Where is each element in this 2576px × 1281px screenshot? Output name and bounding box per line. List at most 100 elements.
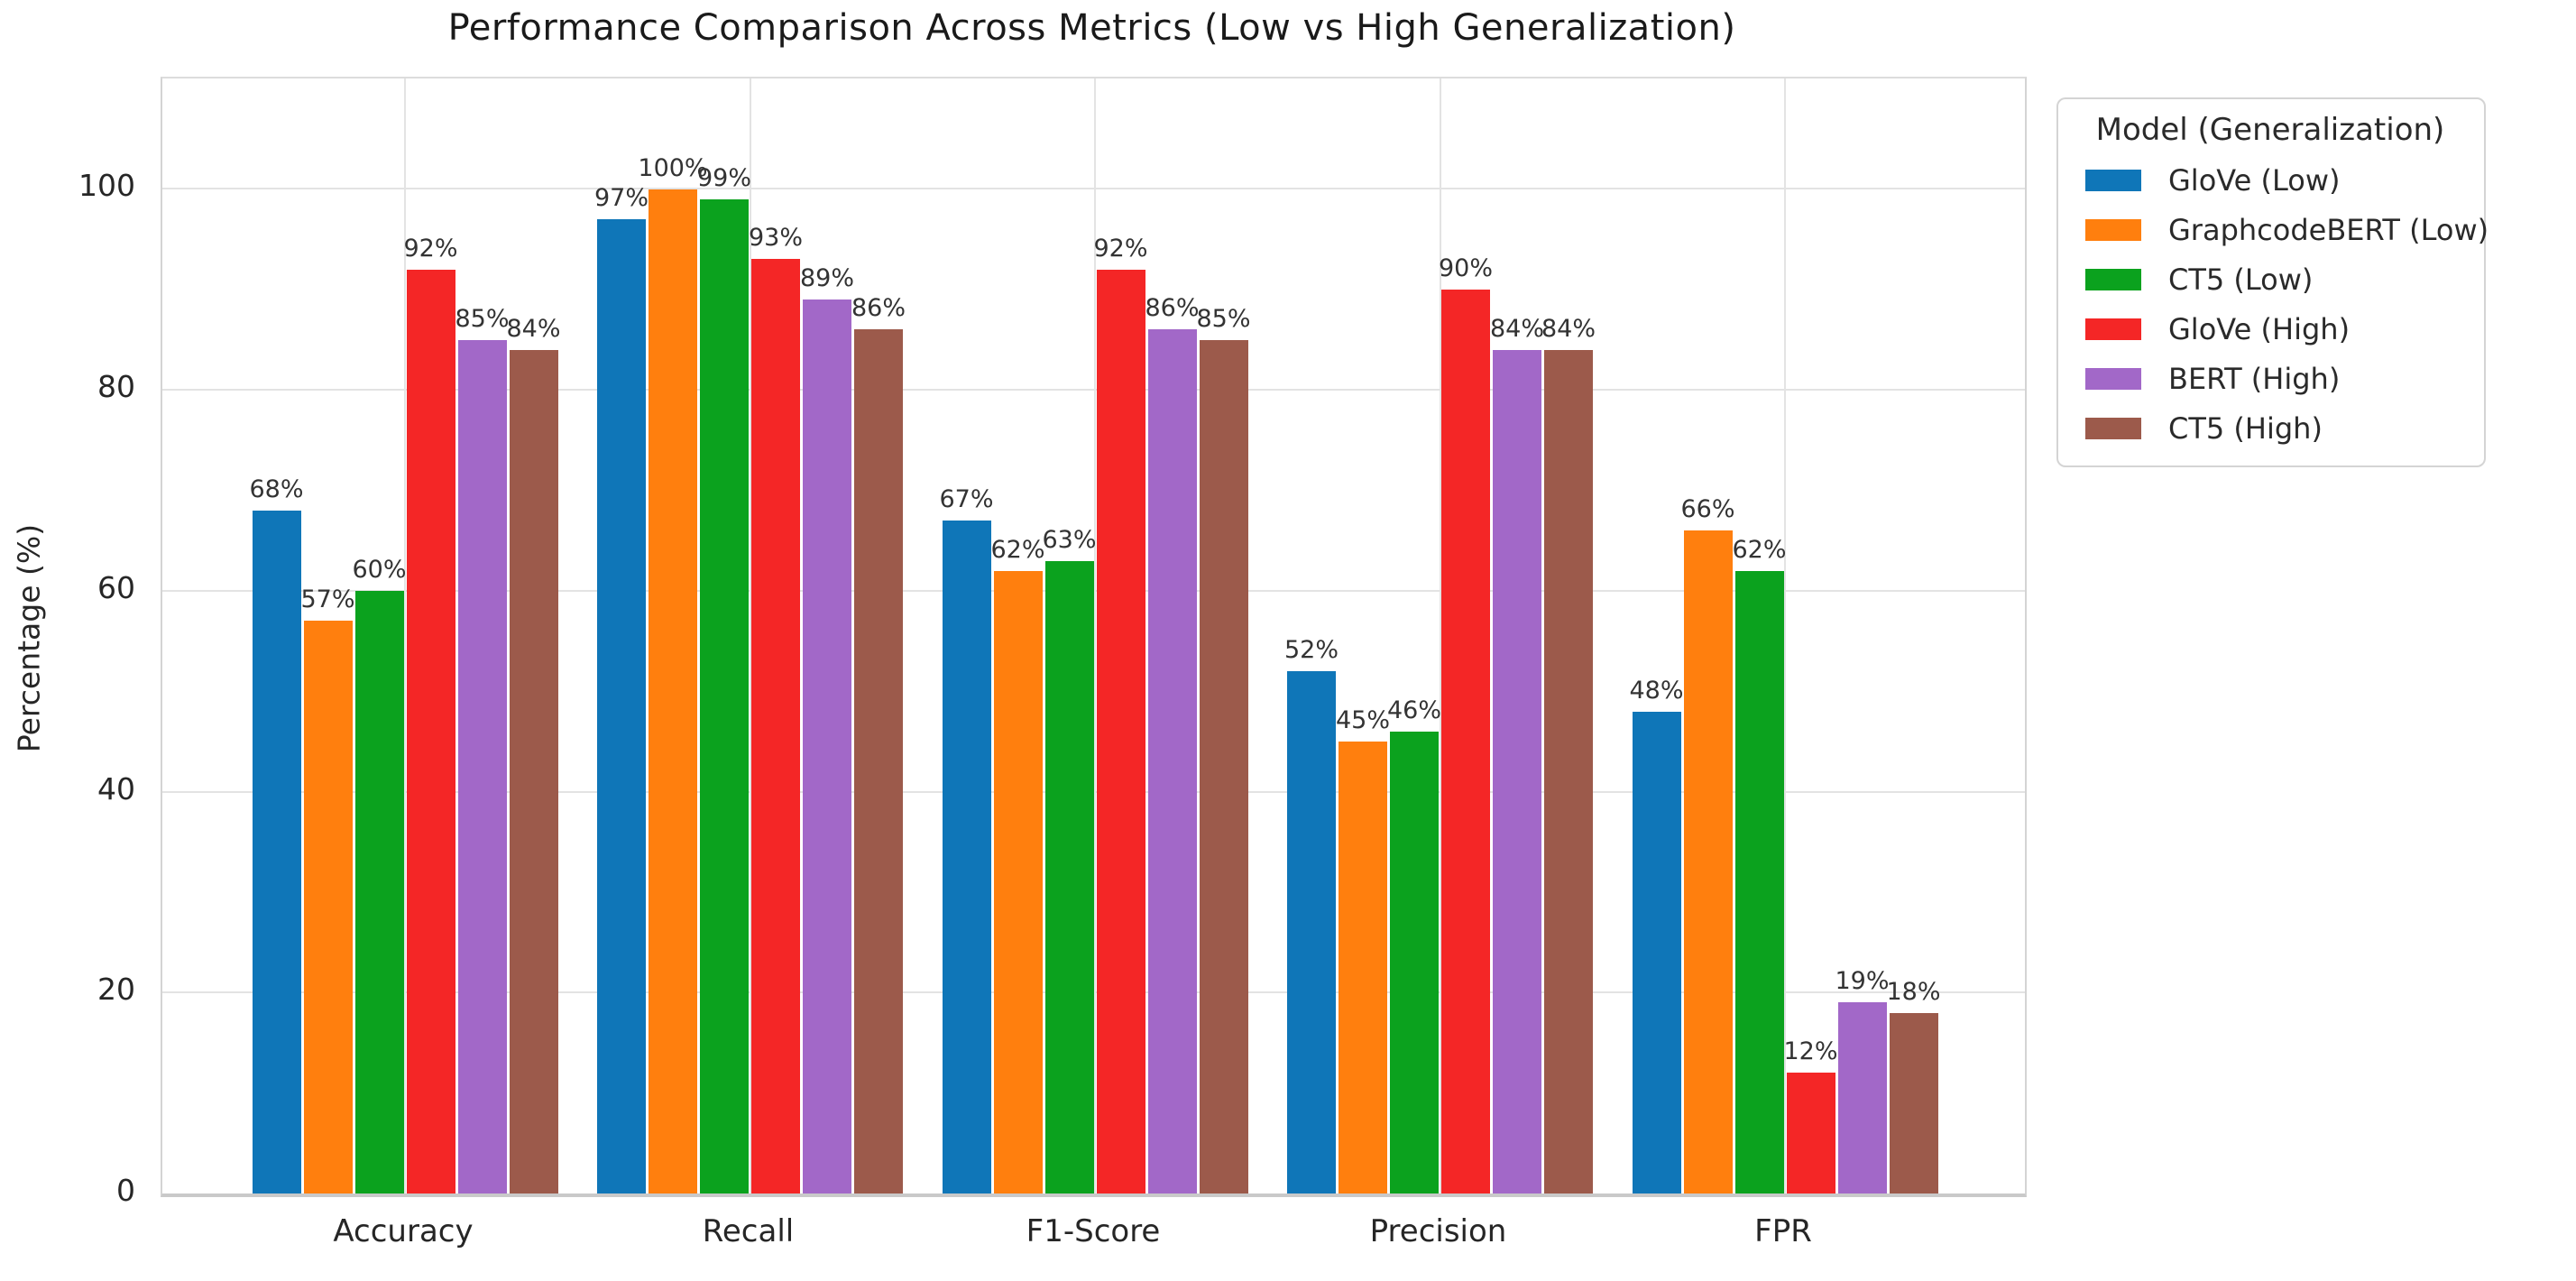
bar (354, 590, 404, 1193)
bar (597, 218, 646, 1193)
x-tick-label: Precision (1369, 1213, 1507, 1249)
bar-value-label: 62% (990, 535, 1045, 564)
bar-value-label: 89% (799, 263, 854, 292)
bar-value-label: 52% (1283, 635, 1339, 664)
y-tick-label: 20 (97, 972, 135, 1008)
legend-entry: CT5 (High) (2073, 411, 2468, 446)
bar (457, 339, 507, 1193)
bar (1683, 530, 1733, 1193)
bar (1889, 1012, 1938, 1193)
legend-entry: BERT (High) (2073, 362, 2468, 396)
bar (1837, 1002, 1887, 1193)
legend: Model (Generalization) GloVe (Low) Graphc… (2056, 97, 2489, 467)
gridline-h (162, 389, 2025, 392)
gridline-v (1784, 78, 1786, 1193)
bar (993, 570, 1043, 1193)
bar-value-label: 68% (249, 475, 304, 503)
bar (1786, 1073, 1835, 1193)
bar (1632, 711, 1681, 1193)
bar (1734, 570, 1784, 1193)
bar (751, 259, 800, 1193)
y-tick-label: 0 (116, 1173, 135, 1208)
bar-value-label: 46% (1386, 696, 1441, 724)
bar (1441, 289, 1490, 1193)
bar (649, 189, 697, 1193)
gridline-v (1439, 78, 1441, 1193)
legend-swatch (2085, 318, 2141, 340)
legend-swatch (2085, 269, 2141, 290)
x-tick-label: FPR (1754, 1213, 1812, 1249)
bar (1199, 339, 1248, 1193)
x-tick-label: F1-Score (1026, 1213, 1161, 1249)
bar-value-label: 84% (1541, 314, 1596, 343)
bar-value-label: 63% (1042, 525, 1097, 554)
bar (1096, 269, 1145, 1193)
bar-value-label: 62% (1732, 535, 1787, 564)
bar (1044, 560, 1094, 1193)
bar (854, 329, 903, 1193)
y-tick-label: 60 (97, 569, 135, 605)
legend-entry: GloVe (High) (2073, 312, 2468, 346)
legend-entry-label: GraphcodeBERT (Low) (2168, 213, 2489, 247)
bar-value-label: 60% (352, 555, 407, 584)
bar (1147, 329, 1197, 1193)
bar (1287, 670, 1336, 1193)
bar-value-label: 92% (403, 234, 458, 263)
legend-entry-label: BERT (High) (2168, 362, 2341, 396)
bar-value-label: 85% (1196, 304, 1251, 333)
bar-value-label: 99% (696, 163, 751, 192)
bar (303, 621, 353, 1193)
gridline-v (1094, 78, 1096, 1193)
bar (509, 349, 558, 1193)
legend-swatch (2085, 418, 2141, 439)
legend-swatch (2085, 219, 2141, 241)
bar-value-label: 97% (593, 183, 649, 212)
legend-entry-label: GloVe (Low) (2168, 163, 2341, 198)
y-tick-label: 40 (97, 770, 135, 806)
bar (942, 520, 991, 1193)
bar (406, 269, 455, 1193)
legend-swatch (2085, 170, 2141, 191)
bar-value-label: 92% (1093, 234, 1148, 263)
bar (803, 299, 851, 1193)
gridline-h (162, 589, 2025, 592)
bar-value-label: 19% (1835, 967, 1890, 996)
bar (700, 198, 749, 1193)
bar (1493, 349, 1541, 1193)
x-tick-label: Accuracy (333, 1213, 474, 1249)
bar-value-label: 45% (1335, 705, 1390, 734)
legend-entry: CT5 (Low) (2073, 263, 2468, 297)
gridline-h (162, 188, 2025, 190)
bar-value-label: 18% (1886, 977, 1941, 1006)
legend-entry-label: CT5 (High) (2168, 411, 2323, 446)
gridline-h (162, 991, 2025, 994)
bar-value-label: 48% (1629, 676, 1684, 705)
chart-title: Performance Comparison Across Metrics (L… (447, 7, 1736, 49)
bar-value-label: 86% (851, 294, 906, 323)
bar-value-label: 57% (300, 585, 355, 614)
bar-value-label: 93% (748, 224, 803, 253)
gridline-h (162, 790, 2025, 793)
bar (1544, 349, 1593, 1193)
legend-entry: GraphcodeBERT (Low) (2073, 213, 2489, 247)
bar-value-label: 100% (638, 153, 708, 182)
bar-value-label: 85% (455, 304, 510, 333)
y-tick-label: 80 (97, 369, 135, 405)
gridline-v (404, 78, 406, 1193)
y-axis-label: Percentage (%) (11, 523, 47, 753)
legend-entry-label: GloVe (High) (2168, 312, 2351, 346)
y-tick-label: 100 (78, 168, 135, 204)
legend-entry-label: CT5 (Low) (2168, 263, 2314, 297)
legend-entry: GloVe (Low) (2073, 163, 2468, 198)
bar-value-label: 84% (506, 314, 561, 343)
bar-value-label: 12% (1783, 1037, 1838, 1066)
plot-area: 68% 57% 60% 92% 85% 84% 97% 100% 99% 93% 89% 86% 67%… (161, 77, 2027, 1197)
bar-value-label: 86% (1145, 294, 1200, 323)
bar (1390, 731, 1439, 1193)
x-tick-label: Recall (702, 1213, 795, 1249)
legend-title: Model (Generalization) (2095, 112, 2445, 148)
bar (252, 510, 301, 1193)
bar-value-label: 84% (1489, 314, 1544, 343)
gridline-v (749, 78, 751, 1193)
